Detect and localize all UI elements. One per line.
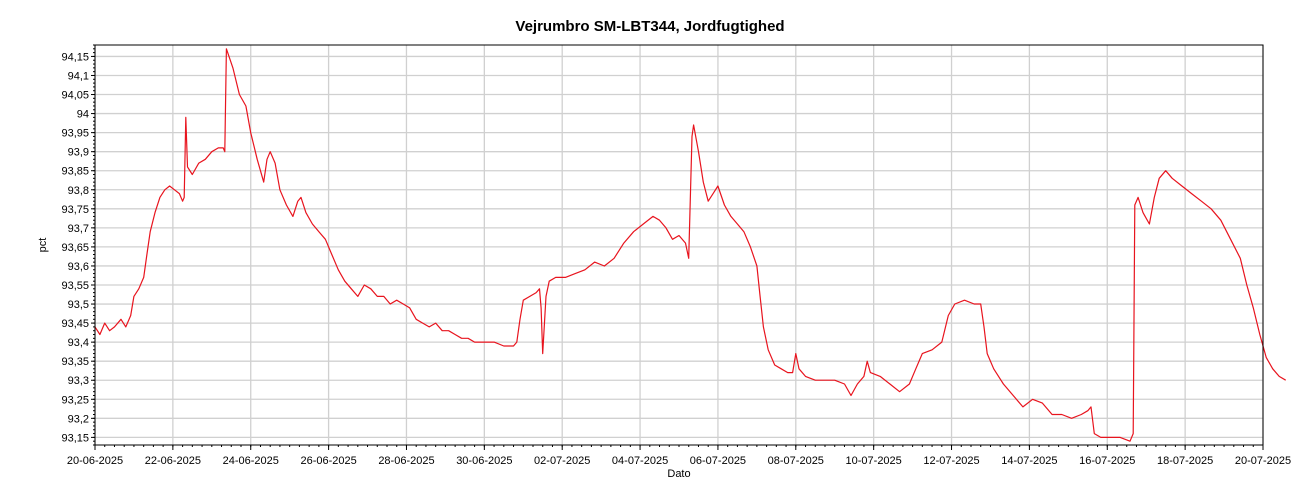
y-tick-label: 93,3 (68, 375, 89, 387)
y-tick-label: 93,2 (68, 413, 89, 425)
x-axis-label: Dato (667, 468, 690, 480)
x-tick-label: 14-07-2025 (1001, 455, 1057, 467)
plot-background (95, 45, 1263, 445)
series-layer (94, 48, 1287, 442)
y-tick-label: 93,25 (61, 394, 89, 406)
chart-title: Vejrumbro SM-LBT344, Jordfugtighed (515, 18, 785, 35)
y-tick-label: 94,15 (61, 51, 89, 63)
x-tick-label: 20-07-2025 (1235, 455, 1291, 467)
y-tick-label: 93,85 (61, 166, 89, 178)
x-tick-label: 28-06-2025 (378, 455, 434, 467)
x-tick-label: 22-06-2025 (145, 455, 201, 467)
x-tick-label: 02-07-2025 (534, 455, 590, 467)
y-tick-label: 93,45 (61, 318, 89, 330)
x-tick-label: 06-07-2025 (690, 455, 746, 467)
y-tick-label: 93,65 (61, 242, 89, 254)
y-tick-label: 93,7 (68, 223, 89, 235)
x-tick-label: 24-06-2025 (223, 455, 279, 467)
x-tick-label: 16-07-2025 (1079, 455, 1135, 467)
y-axis-ticks: 93,15 93,2 93,25 93,3 93,35 93,4 93,45 93,5 93,5… (61, 51, 95, 444)
plot-frame (94, 44, 1264, 446)
y-axis-label: pct (37, 238, 49, 253)
x-axis-ticks: 20-06-2025 22-06-2025 24-06-2025 26-06-2025… (67, 445, 1291, 467)
x-tick-label: 18-07-2025 (1157, 455, 1213, 467)
y-tick-label: 93,95 (61, 128, 89, 140)
y-tick-label: 94,05 (61, 90, 89, 102)
x-tick-label: 08-07-2025 (768, 455, 824, 467)
x-tick-label: 10-07-2025 (846, 455, 902, 467)
x-tick-label: 12-07-2025 (923, 455, 979, 467)
x-tick-label: 26-06-2025 (300, 455, 356, 467)
series-line (94, 48, 1287, 442)
y-tick-label: 93,6 (68, 261, 89, 273)
x-tick-label: 04-07-2025 (612, 455, 668, 467)
y-tick-label: 93,5 (68, 299, 89, 311)
y-tick-label: 94 (77, 109, 89, 121)
y-tick-label: 94,1 (68, 70, 89, 82)
x-tick-label: 20-06-2025 (67, 455, 123, 467)
x-tick-label: 30-06-2025 (456, 455, 512, 467)
y-tick-label: 93,9 (68, 147, 89, 159)
y-tick-label: 93,8 (68, 185, 89, 197)
y-tick-label: 93,75 (61, 204, 89, 216)
y-tick-label: 93,35 (61, 356, 89, 368)
y-tick-label: 93,55 (61, 280, 89, 292)
y-tick-label: 93,4 (68, 337, 89, 349)
y-tick-label: 93,15 (61, 432, 89, 444)
